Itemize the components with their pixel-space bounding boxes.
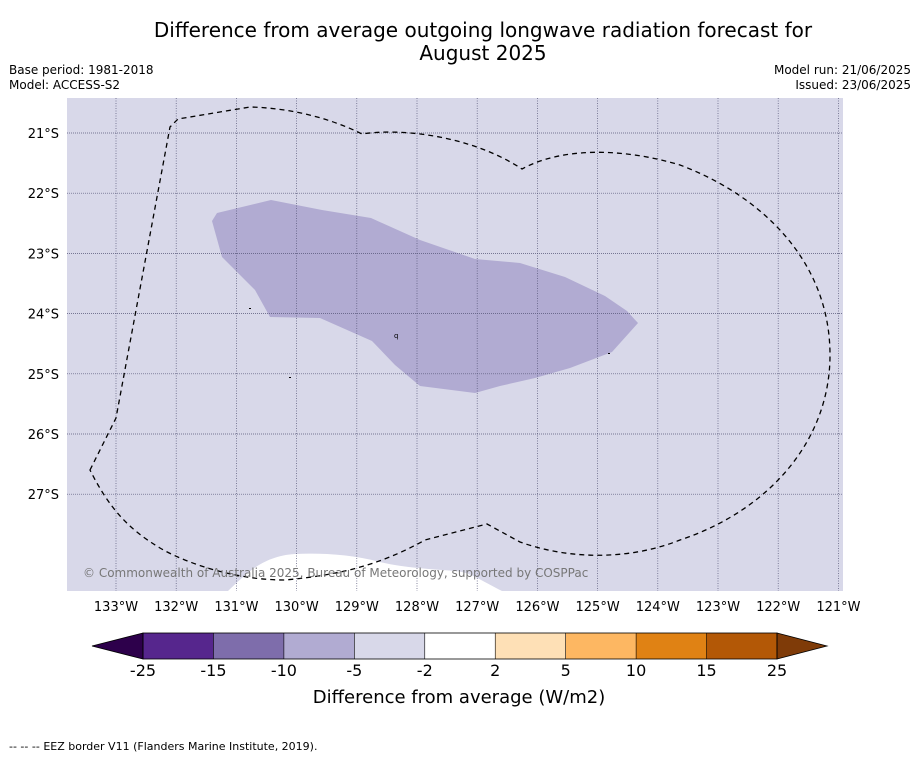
artifact-dot (289, 377, 291, 378)
footnote: -- -- -- EEZ border V11 (Flanders Marine… (9, 740, 317, 753)
meta-left: Base period: 1981-2018 Model: ACCESS-S2 (9, 63, 154, 93)
colorbar-high-extend (776, 632, 829, 660)
lat-label: 21°S (28, 127, 59, 142)
issued-date: Issued: 23/06/2025 (795, 78, 911, 92)
colorbar-cell (143, 633, 214, 659)
colorbar-low-extend (91, 632, 144, 660)
lon-label: 130°W (275, 600, 319, 615)
model-name: Model: ACCESS-S2 (9, 78, 121, 92)
lon-label: 133°W (94, 600, 138, 615)
model-run: Model run: 21/06/2025 (773, 63, 911, 77)
colorbar-cell (636, 633, 707, 659)
colorbar-cell (213, 633, 285, 659)
colorbar-cell (565, 633, 637, 659)
lon-label: 131°W (214, 600, 258, 615)
lon-label: 124°W (636, 600, 680, 615)
lon-label: 129°W (335, 600, 379, 615)
artifact-mark: q (394, 332, 398, 340)
colorbar-tick-label: -15 (200, 661, 226, 680)
colorbar-tick-label: 25 (767, 661, 787, 680)
colorbar-cells (142, 633, 778, 659)
title-line-1: Difference from average outgoing longwav… (153, 18, 813, 42)
colorbar-cell (706, 633, 778, 659)
artifact-dot (608, 353, 610, 354)
colorbar: -25 -15 -10 -5 -2 2 5 10 15 25 Difference from av… (91, 632, 829, 708)
colorbar-cell (424, 633, 496, 659)
lat-label: 25°S (28, 368, 59, 383)
colorbar-tick-label: -10 (271, 661, 297, 680)
colorbar-cell (354, 633, 426, 659)
lon-label: 132°W (154, 600, 198, 615)
map-artifacts: q (249, 308, 610, 378)
eez-border (89, 106, 831, 581)
latitude-labels: 21°S 22°S 23°S 24°S 25°S 26°S 27°S (28, 127, 59, 503)
title-line-2: August 2025 (419, 41, 547, 65)
longitude-labels: 133°W 132°W 131°W 130°W 129°W 128°W 127°W 126°W… (94, 600, 861, 615)
colorbar-ticks: -25 -15 -10 -5 -2 2 5 10 15 25 (130, 661, 787, 680)
colorbar-tick-label: -25 (130, 661, 156, 680)
anomaly-region (212, 200, 638, 393)
lon-label: 121°W (816, 600, 860, 615)
lon-label: 122°W (756, 600, 800, 615)
chart-title: Difference from average outgoing longwav… (0, 19, 919, 65)
colorbar-tick-label: 10 (626, 661, 646, 680)
colorbar-tick-label: -5 (346, 661, 362, 680)
colorbar-cell (495, 633, 566, 659)
base-period: Base period: 1981-2018 (9, 63, 154, 77)
lat-label: 22°S (28, 187, 59, 202)
colorbar-tick-label: -2 (417, 661, 433, 680)
lat-label: 23°S (28, 247, 59, 262)
colorbar-tick-label: 15 (696, 661, 716, 680)
lon-label: 123°W (696, 600, 740, 615)
lat-label: 24°S (28, 308, 59, 323)
colorbar-tick-label: 5 (561, 661, 571, 680)
map-panel: q © Commonwealth of Australia 2025, Bure… (67, 98, 843, 591)
colorbar-frame (142, 632, 778, 660)
lon-label: 126°W (515, 600, 559, 615)
colorbar-tick-label: 2 (490, 661, 500, 680)
eez-legend-dash: -- -- -- (9, 740, 40, 753)
lat-label: 26°S (28, 428, 59, 443)
copyright-notice: © Commonwealth of Australia 2025, Bureau… (83, 566, 588, 580)
lat-label: 27°S (28, 488, 59, 503)
meta-right: Model run: 21/06/2025 Issued: 23/06/2025 (774, 63, 911, 93)
lon-label: 127°W (455, 600, 499, 615)
eez-legend-text: EEZ border V11 (Flanders Marine Institut… (43, 740, 318, 753)
artifact-dot (249, 308, 251, 309)
gridlines (67, 98, 843, 591)
colorbar-cell (283, 633, 355, 659)
colorbar-label: Difference from average (W/m2) (313, 687, 605, 708)
lon-label: 128°W (395, 600, 439, 615)
lon-label: 125°W (576, 600, 620, 615)
